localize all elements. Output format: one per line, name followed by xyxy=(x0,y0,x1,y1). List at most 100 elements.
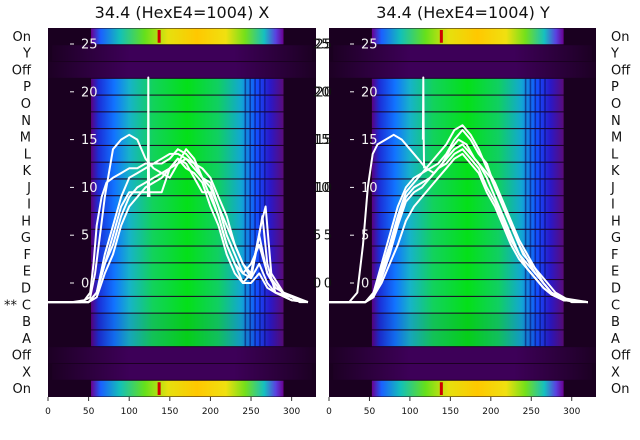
row-label-e: E xyxy=(611,265,619,280)
xtick-label: 150 xyxy=(442,407,459,417)
heatmap-stripe xyxy=(544,78,546,347)
xtick-label: 50 xyxy=(83,407,95,417)
heatmap-row-i xyxy=(91,196,284,212)
row-label-f: F xyxy=(611,248,618,263)
overlay-line-5 xyxy=(48,157,309,304)
heatmap-row-o xyxy=(91,95,284,112)
row-label-l: L xyxy=(611,147,619,162)
overlay-ytick-label: 0 xyxy=(361,277,369,292)
row-label-o: O xyxy=(611,97,621,112)
heatmap-row-p xyxy=(91,78,284,95)
row-label-on: On xyxy=(13,30,31,45)
heatmap-row-p xyxy=(371,78,564,95)
heatmap-stripe xyxy=(529,78,532,347)
xtick-label: 300 xyxy=(283,407,300,417)
row-label-f: F xyxy=(24,248,31,263)
heatmap-row-d xyxy=(91,280,284,296)
row-label-b: B xyxy=(22,315,31,330)
xtick-label: 100 xyxy=(121,407,138,417)
row-label-j: J xyxy=(26,181,31,196)
xtick-label: 100 xyxy=(401,407,418,417)
row-label-l: L xyxy=(24,147,32,162)
heatmap-row-o xyxy=(371,95,564,112)
overlay-ytick-edge-label: 5 xyxy=(313,229,321,244)
heatmap-row-y xyxy=(333,45,592,62)
heatmap-row-f xyxy=(371,246,564,263)
heatmap-stripe xyxy=(524,78,527,347)
heatmap-row-b xyxy=(371,313,564,330)
xtick-label: 200 xyxy=(482,407,499,417)
heatmap-row-b xyxy=(91,313,284,330)
heatmap-row-h xyxy=(91,213,284,229)
row-label-x: X xyxy=(611,365,620,380)
overlay-ytick-edge-label: 15 xyxy=(313,133,330,148)
overlay-ytick-label: 15 xyxy=(81,133,98,148)
overlay-line-2 xyxy=(329,129,588,304)
heatmap-stripe xyxy=(249,78,252,347)
heatmap-row-c xyxy=(371,296,564,313)
heatmap-row-off xyxy=(48,347,316,363)
overlay-ytick-edge-label: 20 xyxy=(313,85,330,100)
heatmap-row-g xyxy=(91,229,284,246)
chart-title: 34.4 (HexE4=1004) X xyxy=(95,3,270,22)
heatmap-row-n xyxy=(371,112,564,129)
overlay-ytick-label: 0 xyxy=(81,277,89,292)
xtick-label: 250 xyxy=(242,407,259,417)
overlay-ytick-label: 15 xyxy=(361,133,378,148)
heatmap-hotspot-top xyxy=(439,30,443,43)
overlay-ytick-edge-label: 0 xyxy=(324,277,332,292)
row-label-h: H xyxy=(21,214,31,229)
overlay-ytick-edge-label: 0 xyxy=(313,277,321,292)
row-label-n: N xyxy=(611,114,621,129)
heatmap-hotspot-bottom xyxy=(157,382,161,395)
overlay-line-7 xyxy=(146,76,151,198)
xtick-label: 250 xyxy=(523,407,540,417)
xtick-label: 300 xyxy=(563,407,580,417)
overlay-line-6 xyxy=(48,148,309,304)
overlay-line-5 xyxy=(329,148,588,304)
overlay-ytick-edge-label: 10 xyxy=(315,181,332,196)
heatmap-row-h xyxy=(371,213,564,229)
overlay-line-4 xyxy=(329,124,589,304)
heatmap-row-e xyxy=(371,263,564,280)
row-label-i: I xyxy=(27,198,31,213)
heatmap-stripe xyxy=(244,78,247,347)
overlay-line-6 xyxy=(329,152,588,304)
heatmap-row-off xyxy=(329,347,596,363)
row-marker: ** xyxy=(4,298,18,313)
overlay-line-7 xyxy=(421,76,426,169)
heatmap-row-a xyxy=(371,330,564,347)
overlay-ytick-label: 5 xyxy=(361,229,369,244)
row-label-i: I xyxy=(611,198,615,213)
heatmap-row-off xyxy=(329,62,596,78)
heatmap-row-c xyxy=(91,296,284,313)
overlay-ytick-label: 10 xyxy=(361,181,378,196)
overlay-ytick-edge-label: 5 xyxy=(324,229,332,244)
overlay-ytick-label: 25 xyxy=(361,38,378,53)
heatmap-stripe xyxy=(534,78,537,347)
row-label-j: J xyxy=(610,181,615,196)
xtick-label: 50 xyxy=(364,407,376,417)
row-label-m: M xyxy=(20,131,31,146)
xtick-label: 150 xyxy=(161,407,178,417)
row-label-p: P xyxy=(611,80,619,95)
overlay-ytick-label: 5 xyxy=(81,229,89,244)
heatmap-stripe xyxy=(539,78,541,347)
row-label-g: G xyxy=(21,231,31,246)
overlay-ytick-label: 25 xyxy=(81,38,98,53)
row-label-o: O xyxy=(21,97,31,112)
row-label-on: On xyxy=(611,30,629,45)
row-label-a: A xyxy=(22,332,31,347)
heatmap-stripe xyxy=(254,78,256,347)
row-label-off: Off xyxy=(12,63,32,78)
heatmap-row-d xyxy=(371,280,564,296)
overlay-ytick-label: 20 xyxy=(361,85,378,100)
heatmap-hotspot-top xyxy=(157,30,161,43)
row-label-e: E xyxy=(23,265,31,280)
row-label-c: C xyxy=(611,298,620,313)
row-label-y: Y xyxy=(610,47,619,62)
row-label-on: On xyxy=(611,382,629,397)
heatmap-hotspot-bottom xyxy=(439,382,443,395)
